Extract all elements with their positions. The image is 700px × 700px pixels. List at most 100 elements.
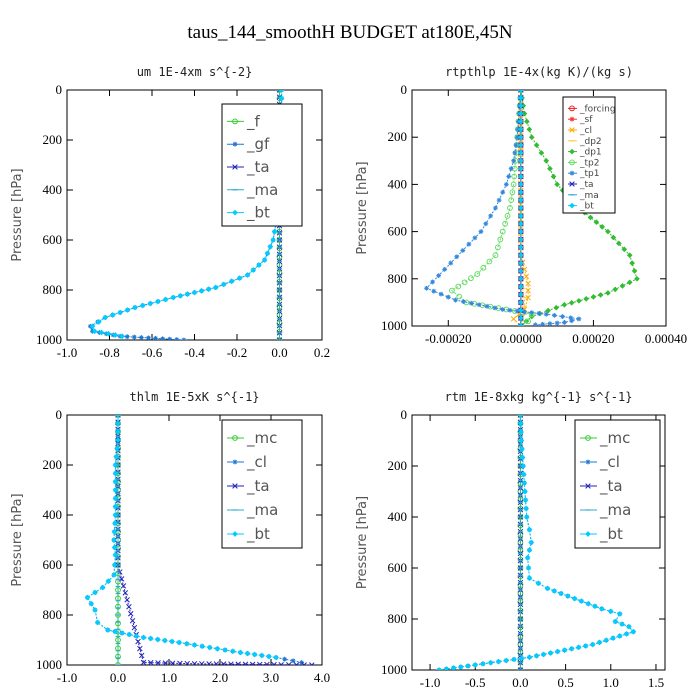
data-point bbox=[229, 648, 236, 655]
data-point bbox=[112, 552, 119, 558]
legend-label: _cl bbox=[599, 453, 620, 472]
data-point bbox=[276, 337, 283, 340]
data-point bbox=[518, 102, 524, 109]
data-point bbox=[522, 309, 527, 315]
data-point bbox=[562, 320, 567, 325]
data-point bbox=[507, 307, 513, 313]
data-point bbox=[616, 611, 623, 617]
legend-label: _cl bbox=[579, 126, 592, 136]
data-point bbox=[455, 283, 462, 290]
data-point bbox=[626, 623, 632, 630]
legend-label: _bt bbox=[599, 525, 623, 544]
data-point bbox=[526, 526, 533, 533]
data-point bbox=[554, 181, 560, 188]
data-point bbox=[122, 590, 129, 596]
x-tick-label: 1.5 bbox=[648, 675, 664, 690]
data-point bbox=[607, 608, 614, 615]
data-point bbox=[626, 279, 633, 286]
data-point bbox=[84, 594, 91, 601]
data-point bbox=[124, 334, 130, 340]
data-point bbox=[499, 228, 506, 235]
data-point bbox=[436, 273, 442, 279]
data-point bbox=[282, 656, 287, 662]
legend-label: _tp1 bbox=[579, 169, 599, 179]
data-point bbox=[109, 312, 116, 318]
legend-label: _ma bbox=[246, 181, 278, 200]
data-point bbox=[569, 318, 575, 324]
y-tick-label: 600 bbox=[43, 232, 63, 247]
data-point bbox=[124, 597, 130, 603]
data-point bbox=[535, 580, 542, 587]
data-point bbox=[184, 660, 190, 665]
data-point bbox=[583, 296, 589, 302]
y-tick-label: 800 bbox=[43, 282, 63, 297]
data-point bbox=[176, 639, 183, 646]
data-point bbox=[191, 642, 198, 648]
data-point bbox=[162, 637, 168, 644]
data-point bbox=[88, 600, 95, 607]
data-point bbox=[177, 660, 183, 665]
data-point bbox=[112, 512, 119, 518]
data-point bbox=[612, 618, 619, 625]
legend-marker bbox=[585, 531, 591, 537]
data-point bbox=[154, 636, 161, 643]
data-point bbox=[521, 110, 528, 117]
data-point bbox=[438, 291, 444, 297]
data-point bbox=[461, 279, 468, 286]
data-point bbox=[631, 268, 638, 274]
legend-label: _mc bbox=[599, 429, 630, 448]
data-point bbox=[430, 279, 435, 285]
data-point bbox=[543, 157, 550, 164]
data-point bbox=[598, 605, 605, 612]
x-tick-label: 0.2 bbox=[314, 345, 330, 360]
legend-marker bbox=[569, 127, 575, 133]
plot-frame bbox=[411, 414, 666, 671]
data-point bbox=[518, 90, 524, 93]
data-point bbox=[518, 110, 524, 117]
data-point bbox=[552, 312, 557, 318]
data-point bbox=[206, 661, 212, 665]
data-point bbox=[518, 165, 524, 172]
legend-label: _ma bbox=[246, 501, 278, 520]
data-point bbox=[599, 224, 605, 230]
data-point bbox=[199, 661, 205, 665]
data-point bbox=[450, 665, 457, 670]
data-point bbox=[137, 645, 143, 652]
data-point bbox=[576, 298, 582, 304]
data-point bbox=[518, 228, 524, 235]
data-point bbox=[456, 293, 463, 300]
data-point bbox=[276, 337, 283, 340]
data-point bbox=[148, 659, 154, 665]
data-point bbox=[112, 503, 119, 510]
x-tick-label: 0.0 bbox=[110, 670, 126, 685]
data-point bbox=[547, 321, 553, 326]
data-point bbox=[147, 635, 154, 642]
data-point bbox=[112, 520, 118, 527]
data-point bbox=[517, 415, 524, 418]
data-point bbox=[99, 584, 106, 591]
data-point bbox=[509, 189, 516, 196]
data-point bbox=[519, 454, 526, 461]
data-point bbox=[508, 197, 515, 204]
data-point bbox=[518, 236, 524, 243]
legend-label: _cl bbox=[246, 453, 267, 472]
data-point bbox=[493, 205, 498, 211]
y-tick-label: 1000 bbox=[36, 332, 62, 347]
data-point bbox=[112, 462, 119, 468]
legend-marker bbox=[232, 209, 238, 216]
data-point bbox=[547, 165, 553, 172]
data-point bbox=[112, 495, 119, 502]
panel-4: rtm 1E-8xkg kg^{-1} s^{-1} Pressure [hPa]… bbox=[355, 390, 666, 690]
data-point bbox=[424, 285, 429, 291]
data-point bbox=[104, 627, 111, 633]
data-point bbox=[169, 638, 175, 645]
data-point bbox=[528, 134, 535, 141]
y-tick-label: 200 bbox=[43, 457, 63, 472]
data-point bbox=[126, 631, 133, 638]
data-point bbox=[518, 275, 524, 282]
data-point bbox=[524, 554, 531, 561]
legend-box bbox=[221, 419, 303, 549]
data-point bbox=[468, 300, 474, 306]
data-point bbox=[131, 624, 138, 631]
data-point bbox=[568, 315, 574, 321]
